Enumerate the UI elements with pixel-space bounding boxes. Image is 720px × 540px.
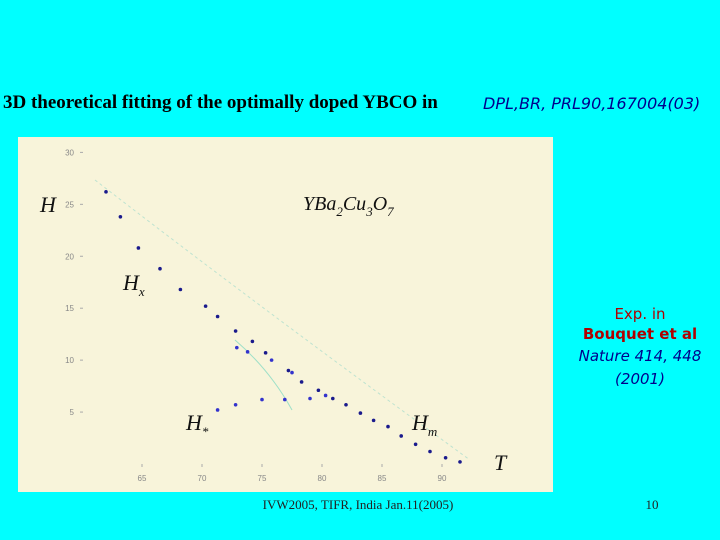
point xyxy=(158,266,162,271)
point xyxy=(263,351,268,355)
annotation: H* xyxy=(185,410,209,439)
point xyxy=(331,396,335,401)
point xyxy=(299,380,304,384)
point xyxy=(104,190,108,194)
annotation: Hx xyxy=(122,270,145,299)
point xyxy=(308,396,312,401)
point xyxy=(260,397,264,402)
x-tick-label: 90 xyxy=(438,474,447,483)
exp-line: (2001) xyxy=(615,370,665,388)
formula: YBa2Cu3O7 xyxy=(303,193,394,219)
point xyxy=(458,460,462,464)
annotation-subscript: * xyxy=(202,424,209,439)
x-tick-label: 70 xyxy=(198,474,207,483)
formula-part: YBa xyxy=(303,193,336,215)
formula-subscript: 2 xyxy=(336,204,343,219)
annotation-subscript: m xyxy=(428,424,437,439)
point xyxy=(178,287,183,292)
point xyxy=(245,350,250,354)
point xyxy=(136,246,141,250)
point xyxy=(283,397,287,402)
point xyxy=(118,214,123,219)
point xyxy=(358,411,363,415)
chart-panel xyxy=(18,137,553,492)
point xyxy=(386,424,390,429)
annotation-subscript: x xyxy=(138,284,145,299)
annotation: Hm xyxy=(411,410,437,439)
fit-curve xyxy=(234,339,293,411)
annotation-main: H xyxy=(185,410,203,435)
point xyxy=(269,358,274,362)
annotation-main: H xyxy=(122,270,140,295)
point xyxy=(286,368,291,373)
point xyxy=(233,329,238,333)
y-tick-label: 15 xyxy=(65,304,74,313)
point xyxy=(215,314,220,319)
point xyxy=(428,449,432,454)
y-tick-label: 10 xyxy=(65,356,74,365)
y-tick-label: 30 xyxy=(65,148,74,157)
point xyxy=(235,345,239,350)
formula-subscript: 7 xyxy=(387,204,394,219)
page-number: 10 xyxy=(645,497,659,512)
y-tick-label: 25 xyxy=(65,200,74,209)
point xyxy=(233,402,238,407)
formula-part: O xyxy=(373,193,387,215)
point xyxy=(399,434,404,438)
slide-title: 3D theoretical fitting of the optimally … xyxy=(3,92,438,113)
point xyxy=(443,455,448,460)
exp-line: Nature 414, 448 xyxy=(578,347,702,365)
formula-subscript: 3 xyxy=(365,204,373,219)
y-tick-label: 20 xyxy=(65,252,74,261)
x-tick-label: 85 xyxy=(378,474,387,483)
x-tick-label: 80 xyxy=(318,474,327,483)
point xyxy=(316,388,321,393)
formula-part: Cu xyxy=(343,193,366,215)
x-tick-label: 65 xyxy=(138,474,147,483)
point xyxy=(371,418,376,423)
exp-line: Exp. in xyxy=(614,305,666,323)
point xyxy=(250,339,255,344)
fit-curve xyxy=(94,179,471,461)
point xyxy=(344,402,348,407)
x-axis-label: T xyxy=(494,450,508,475)
point xyxy=(413,442,418,447)
x-tick-label: 75 xyxy=(258,474,267,483)
reference: DPL,BR, PRL90,167004(03) xyxy=(483,94,701,113)
point xyxy=(215,408,220,412)
y-axis-label: H xyxy=(39,192,57,217)
y-tick-label: 5 xyxy=(70,408,75,417)
point xyxy=(290,370,294,375)
annotation-main: H xyxy=(411,410,429,435)
exp-line: Bouquet et al xyxy=(582,325,698,343)
point xyxy=(203,304,208,308)
footer: IVW2005, TIFR, India Jan.11(2005) xyxy=(262,497,454,512)
point xyxy=(323,393,328,398)
